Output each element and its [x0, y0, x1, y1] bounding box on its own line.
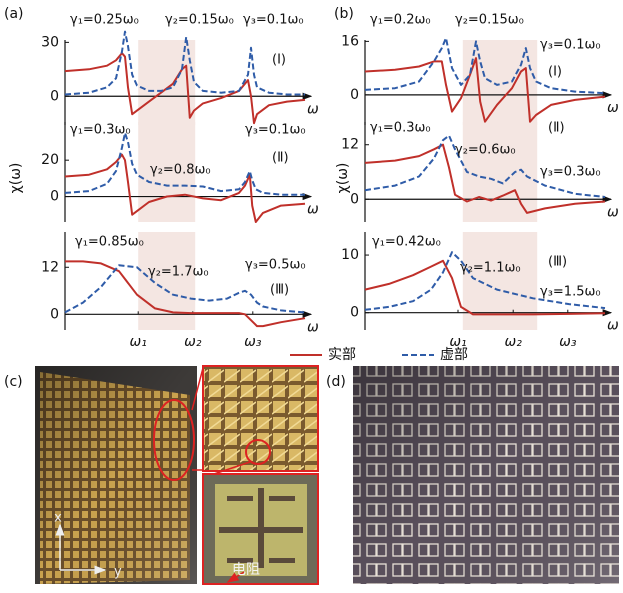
annotation: γ₁=0.3ω₀ [70, 123, 131, 138]
y-direction-label: y [114, 565, 122, 580]
y-tick-label: 20 [41, 152, 59, 168]
x-axis-label: ω [307, 202, 319, 218]
x-tick-label: ω₃ [244, 334, 262, 350]
y-tick-label: 10 [341, 247, 359, 263]
real-line [364, 259, 606, 316]
y-axis-label: χ(ω) [8, 163, 24, 194]
x-axis-label: ω [307, 319, 319, 335]
y-tick-label: 30 [41, 34, 59, 50]
legend-label: 虚部 [440, 347, 468, 363]
y-tick-label: 0 [350, 191, 359, 207]
annotation: γ₃=1.5ω₀ [540, 285, 601, 300]
imag-line [364, 251, 606, 311]
annotation: (Ⅱ) [548, 121, 565, 136]
imag-line [64, 264, 306, 314]
y-tick-label: 16 [341, 33, 359, 49]
panel-label: (a) [4, 6, 24, 22]
panel-label: (b) [334, 6, 354, 22]
real-line [364, 57, 606, 123]
x-tick-label: ω₁ [449, 334, 466, 350]
annotation: γ₂=0.15ω₀ [455, 13, 524, 28]
highlight-span [138, 232, 196, 330]
annotation: γ₂=0.6ω₀ [455, 143, 516, 158]
unit-pattern [219, 488, 303, 568]
x-axis-label: ω [607, 100, 619, 116]
zoom-circle [245, 439, 271, 465]
annotation: γ₂=0.8ω₀ [150, 163, 211, 178]
photo-shade [35, 366, 197, 584]
annotation: γ₁=0.3ω₀ [370, 121, 431, 136]
annotation: (Ⅲ) [548, 255, 567, 270]
x-axis-label: ω [607, 318, 619, 334]
y-tick-label: 12 [41, 259, 59, 275]
imag-line [64, 30, 305, 96]
annotation: γ₁=0.42ω₀ [372, 235, 441, 250]
panel-label: (c) [4, 374, 23, 390]
annotation: γ₂=1.7ω₀ [148, 265, 209, 280]
annotation: (Ⅲ) [270, 283, 289, 298]
legend: 实部 虚部 [290, 347, 468, 363]
annotation: γ₃=0.1ω₀ [245, 123, 306, 138]
panel-label: (d) [326, 374, 346, 390]
annotation: γ₂=0.15ω₀ [165, 13, 234, 28]
photo-c: 电阻 x y [35, 365, 319, 585]
x-tick-label: ω₁ [130, 334, 147, 350]
annotation: γ₂=1.1ω₀ [460, 261, 521, 276]
x-tick-label: ω₂ [184, 334, 202, 350]
annotation: γ₁=0.85ω₀ [75, 235, 144, 250]
y-tick-label: 12 [341, 137, 359, 153]
annotation: γ₁=0.25ω₀ [70, 13, 139, 28]
highlight-span [462, 122, 538, 222]
resistor-arrow [226, 571, 245, 583]
x-axis-label: ω [307, 101, 319, 117]
annotation: γ₃=0.1ω₀ [540, 38, 601, 53]
annotation: γ₃=0.5ω₀ [245, 258, 306, 273]
imag-line [364, 37, 606, 95]
real-line [65, 260, 306, 328]
y-tick-label: 0 [50, 189, 59, 205]
x-axis-label: ω [607, 204, 619, 220]
x-tick-label: ω₃ [559, 334, 577, 350]
annotation: (Ⅰ) [272, 53, 286, 68]
annotation: γ₃=0.1ω₀ [243, 13, 304, 28]
photo-d [353, 366, 619, 584]
imag-line [64, 131, 305, 196]
plots: ω 0 30 γ₁=0.25ω₀ γ₂=0.15ω₀ γ₃=0.1ω₀ (Ⅰ) ω 0 20 γ₁=… [41, 13, 619, 351]
y-tick-label: 0 [50, 88, 59, 104]
photo-shade [353, 366, 619, 584]
x-tick-label: ω₂ [505, 334, 523, 350]
real-line [364, 143, 606, 214]
x-direction-label: x [54, 511, 62, 526]
y-tick-label: 0 [350, 305, 359, 321]
zoom-circle [153, 399, 195, 481]
zoom-line [191, 367, 204, 411]
highlight-span [138, 122, 196, 222]
legend-label: 实部 [328, 347, 356, 363]
resistor-label: 电阻 [232, 562, 260, 578]
annotation: γ₃=0.3ω₀ [540, 165, 601, 180]
annotation: (Ⅱ) [272, 151, 289, 166]
y-tick-label: 0 [350, 87, 359, 103]
y-axis-label: χ(ω) [335, 163, 351, 194]
zoom-photo [202, 365, 319, 472]
annotation: γ₁=0.2ω₀ [370, 13, 431, 28]
highlight-span [138, 40, 196, 125]
annotation: (Ⅰ) [548, 65, 562, 80]
y-tick-label: 0 [50, 306, 59, 322]
